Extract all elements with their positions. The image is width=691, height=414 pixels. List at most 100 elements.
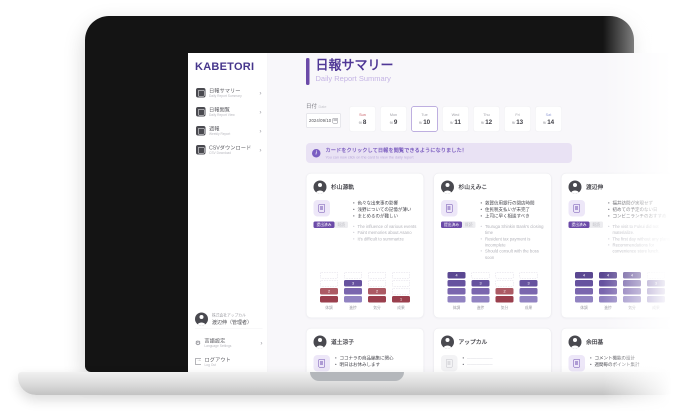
day-card-mon[interactable]: Mon 9/9 bbox=[380, 106, 407, 132]
metric-label: 体調 bbox=[452, 305, 461, 311]
day-card-wed[interactable]: Wed 9/11 bbox=[442, 106, 469, 132]
laptop-notch bbox=[310, 372, 404, 381]
metric-column: 1 成果 bbox=[392, 272, 410, 311]
laptop-bezel: KABETORI 日報サマリー Daily Report Summary › 日… bbox=[85, 16, 691, 375]
metric-column: 4 体調 bbox=[575, 272, 593, 311]
bullet-item: 住民税支払いが未完了 bbox=[481, 207, 545, 214]
metric-slot: 3 bbox=[471, 280, 490, 287]
metric-slot bbox=[519, 288, 538, 295]
status-badges: 提出済み 既読 bbox=[313, 220, 348, 229]
metric-slot bbox=[471, 296, 490, 303]
sidebar-item-sublabel: Daily Report Summary bbox=[209, 94, 242, 99]
metric-slot bbox=[647, 296, 665, 303]
sidebar-item-sublabel: Daily Report View bbox=[209, 113, 235, 118]
metric-slot: 1 bbox=[392, 296, 410, 303]
report-card[interactable]: 余田基 コメント機能の設計週間毎のポイント集計 bbox=[561, 328, 679, 375]
user-avatar-icon bbox=[195, 312, 208, 326]
metric-slot bbox=[392, 272, 410, 279]
day-card-fri[interactable]: Fri 9/13 bbox=[504, 106, 531, 132]
day-card-sun[interactable]: Sun 9/8 bbox=[349, 106, 376, 132]
sidebar-item-label: 週報 bbox=[209, 126, 220, 132]
metric-slot bbox=[495, 296, 514, 303]
date-label: 日付 Date bbox=[306, 103, 327, 110]
metric-slot bbox=[495, 280, 514, 287]
sidebar-item-language-settings[interactable]: ⚙ 言語設定 Language Settings › bbox=[195, 337, 263, 348]
language-settings-sublabel: Language Settings bbox=[204, 344, 232, 349]
sidebar-item-label: 日報閲覧 bbox=[209, 107, 230, 113]
day-card-tue[interactable]: Tue 9/10 bbox=[411, 106, 438, 132]
user-name: 渡辺伸（管理者） bbox=[212, 320, 252, 326]
sidebar-item-3[interactable]: CSVダウンロード CSV Download › bbox=[195, 142, 263, 157]
report-card[interactable]: 道土涼子 ココナラの商品編集に関心明日はお休みします bbox=[306, 328, 424, 375]
page-title-block: 日報サマリー Daily Report Summary bbox=[306, 58, 691, 85]
report-card-body: ココナラの商品編集に関心明日はお休みします bbox=[313, 355, 417, 375]
metric-slot bbox=[471, 288, 490, 295]
metric-slot bbox=[447, 288, 466, 295]
report-card-row: 道土涼子 ココナラの商品編集に関心明日はお休みします アップカル ────── bbox=[306, 328, 691, 375]
document-icon bbox=[313, 200, 330, 217]
bullet-item: Recommendations for convenience store lu… bbox=[608, 242, 672, 254]
metric-slot bbox=[447, 280, 466, 287]
metric-slot bbox=[368, 280, 386, 287]
report-card-header: 杉山えみこ bbox=[441, 180, 544, 194]
bullet-item: 週間毎のポイント集計 bbox=[590, 362, 672, 369]
sidebar-spacer bbox=[195, 157, 263, 310]
metrics-chart: 4 体調 3 進捗 2 気分 3 成果 bbox=[441, 272, 544, 312]
report-card-header: 杉山源軌 bbox=[313, 180, 417, 194]
metric-column: 4 気分 bbox=[623, 272, 641, 311]
banner-text-en: You can now click on the card to view th… bbox=[325, 155, 414, 160]
sidebar-item-0[interactable]: 日報サマリー Daily Report Summary › bbox=[195, 85, 263, 100]
metric-slot bbox=[575, 280, 593, 287]
metric-column: 3 進捗 bbox=[344, 272, 362, 311]
metric-label: 気分 bbox=[500, 305, 509, 311]
day-date: 9/12 bbox=[480, 118, 493, 126]
metric-slot bbox=[623, 288, 641, 295]
user-profile[interactable]: 株式会社アップカル 渡辺伸（管理者） bbox=[195, 310, 263, 329]
metrics-chart: 2 体調 3 進捗 2 気分 1 成果 bbox=[314, 272, 417, 312]
weekly-report-icon bbox=[196, 125, 206, 136]
metric-label: 進捗 bbox=[604, 305, 612, 311]
day-date: 9/11 bbox=[450, 118, 461, 126]
csv-download-icon bbox=[196, 144, 206, 155]
day-card-sat[interactable]: Sat 9/14 bbox=[535, 106, 562, 132]
metric-slot bbox=[519, 296, 538, 303]
bullet-item: まとめるのが難しい bbox=[353, 213, 417, 220]
metric-slot bbox=[599, 296, 617, 303]
metric-slot: 4 bbox=[575, 272, 593, 279]
report-card[interactable]: アップカル ──────────────── bbox=[433, 328, 552, 375]
sidebar-item-2[interactable]: 週報 Weekly Report › bbox=[195, 123, 263, 138]
metric-slot: 4 bbox=[447, 272, 466, 279]
metric-slot bbox=[320, 296, 338, 303]
metric-label: 進捗 bbox=[476, 305, 485, 311]
member-avatar-icon bbox=[441, 180, 454, 194]
day-of-week-label: Sun bbox=[359, 112, 366, 118]
info-icon: i bbox=[312, 148, 321, 158]
sidebar-item-1[interactable]: 日報閲覧 Daily Report View › bbox=[195, 104, 263, 119]
sidebar-nav: 日報サマリー Daily Report Summary › 日報閲覧 Daily… bbox=[195, 85, 263, 157]
sidebar: KABETORI 日報サマリー Daily Report Summary › 日… bbox=[188, 53, 268, 375]
metric-slot bbox=[447, 296, 466, 303]
metric-slot bbox=[623, 296, 641, 303]
info-banner: i カードをクリックして日報を閲覧できるようになりました！ You can no… bbox=[306, 143, 572, 163]
summary-bullets-jp: ──────────────── bbox=[463, 355, 545, 368]
member-avatar-icon bbox=[568, 180, 582, 194]
gear-icon: ⚙ bbox=[195, 338, 201, 347]
status-badges: 提出済み 既読 bbox=[441, 220, 476, 229]
metric-label: 体調 bbox=[325, 305, 333, 311]
metric-slot: 4 bbox=[623, 272, 641, 279]
calendar-icon[interactable] bbox=[332, 117, 338, 124]
date-input[interactable]: 2024/09/10 bbox=[306, 113, 341, 128]
day-card-thu[interactable]: Thu 9/12 bbox=[473, 106, 500, 132]
sidebar-item-logout[interactable]: ログアウト Log Out bbox=[195, 356, 263, 367]
day-of-week-label: Mon bbox=[389, 112, 398, 118]
metric-slot bbox=[647, 288, 665, 295]
member-avatar-icon bbox=[568, 335, 582, 349]
document-icon bbox=[568, 200, 585, 217]
member-name: アップカル bbox=[458, 339, 488, 346]
